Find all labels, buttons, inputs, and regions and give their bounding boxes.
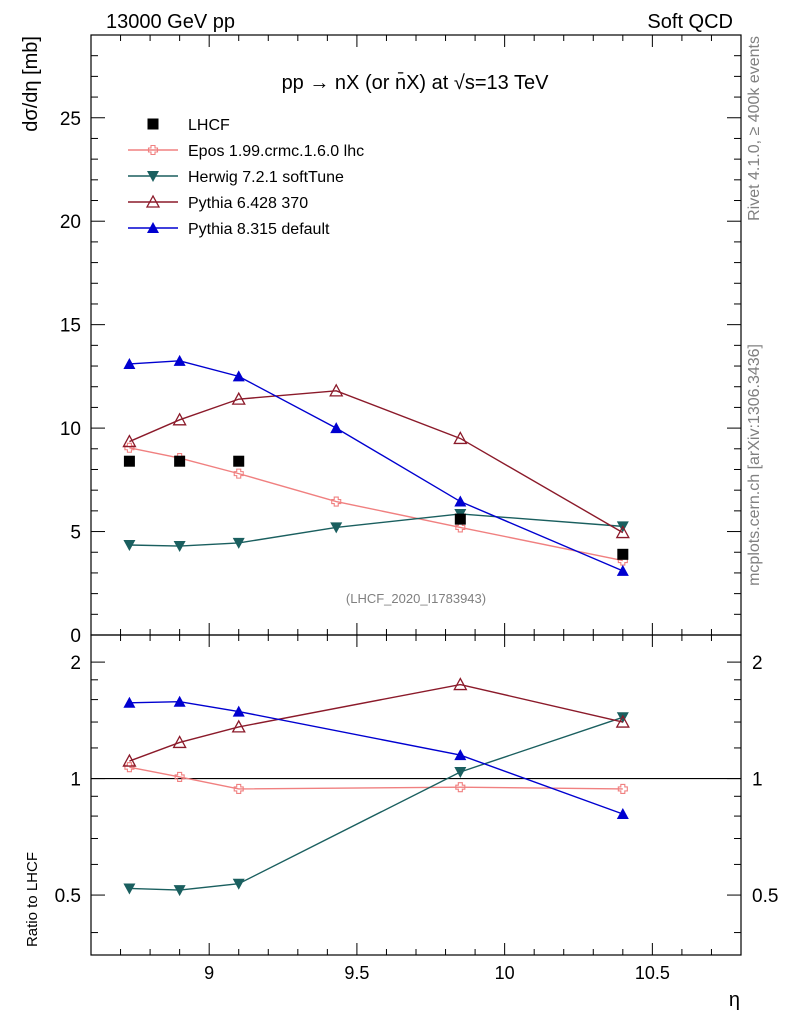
series-2-point (172, 412, 187, 426)
x-tick-label: 9 (204, 963, 214, 983)
lhcf-data-point (174, 455, 186, 467)
ratio-series-0-point (124, 762, 135, 773)
lhcf-data-point (617, 548, 629, 560)
header-left-label: 13000 GeV pp (106, 11, 235, 33)
lhcf-data-point (233, 455, 245, 467)
series-0-point (455, 522, 466, 533)
mcplots-label: mcplots.cern.ch [arXiv:1306.3436] (746, 344, 763, 586)
x-axis-title: η (729, 989, 740, 1011)
ratio-series-0-line (129, 766, 623, 790)
series-1-point (232, 537, 245, 549)
legend-marker (147, 171, 159, 182)
ratio-series-3-point (454, 749, 467, 761)
series-3-point (123, 357, 136, 369)
y-tick-label: 10 (60, 419, 81, 440)
legend-entry: Herwig 7.2.1 softTune (128, 169, 344, 186)
series-1-point (330, 522, 343, 534)
ratio-series-0-point (233, 783, 244, 795)
legend-label: Pythia 8.315 default (188, 221, 330, 238)
legend-label: LHCF (188, 117, 230, 134)
ratio-series-0-point (174, 771, 185, 782)
legend-entry: LHCF (147, 117, 230, 134)
y-tick-label: 25 (60, 109, 81, 130)
x-tick-label: 10 (495, 963, 515, 983)
series-3-point (454, 495, 467, 507)
series-0-point (331, 496, 342, 507)
ratio-y-tick-label-right: 0.5 (752, 886, 778, 907)
ratio-series-1-point (454, 766, 467, 778)
analysis-tag: (LHCF_2020_I1783943) (346, 591, 486, 606)
legend-marker (147, 118, 159, 130)
chart-title: pp → nX (or n̄X) at √s=13 TeV (282, 71, 550, 94)
y-axis-title: dσ/dη [mb] (20, 36, 42, 132)
series-2-point (329, 383, 344, 397)
ratio-series-1-point (232, 878, 245, 890)
ratio-y-tick-label: 1 (70, 770, 81, 791)
ratio-series-2-point (122, 753, 137, 767)
legend-marker (147, 222, 159, 233)
legend-entry: Pythia 8.315 default (128, 221, 330, 238)
series-3-point (330, 422, 343, 434)
x-tick-label: 10.5 (635, 963, 670, 983)
series-0-point (124, 442, 135, 453)
y-tick-label: 15 (60, 316, 81, 337)
ratio-y-tick-label-right: 2 (752, 653, 763, 674)
legend-label: Pythia 6.428 370 (188, 195, 308, 212)
ratio-series-0-point (617, 783, 628, 795)
ratio-y-tick-label-right: 1 (752, 770, 763, 791)
ratio-y-tick-label: 0.5 (55, 886, 81, 907)
ratio-series-2-point (453, 677, 468, 691)
lhcf-data-point (454, 513, 466, 525)
series-2-line (129, 390, 624, 534)
ratio-series-2-line (129, 683, 623, 762)
legend-label: Herwig 7.2.1 softTune (188, 169, 344, 186)
series-2-point (453, 431, 468, 445)
ratio-series-3-line (129, 701, 624, 815)
ratio-series-3-point (616, 807, 629, 819)
ratio-series-2-point (231, 719, 246, 733)
x-tick-label: 9.5 (344, 963, 369, 983)
legend-label: Epos 1.99.crmc.1.6.0 lhc (188, 143, 364, 160)
series-3-point (173, 354, 186, 366)
legend-entry: Pythia 6.428 370 (128, 194, 308, 212)
header-right-label: Soft QCD (647, 11, 733, 33)
legend-marker (147, 144, 159, 156)
ratio-series-1-point (173, 885, 186, 897)
ratio-y-axis-title: Ratio to LHCF (24, 852, 41, 947)
ratio-y-tick-label: 2 (70, 653, 81, 674)
ratio-series-3-point (173, 695, 186, 707)
series-3-line (129, 360, 624, 572)
series-2-point (231, 391, 246, 405)
ratio-series-0-point (455, 782, 466, 793)
series-2-point (122, 434, 137, 448)
ratio-series-3-point (232, 705, 245, 717)
series-3-point (232, 370, 245, 382)
series-3-point (616, 564, 629, 576)
series-1-line (129, 513, 623, 547)
series-1-point (173, 541, 186, 553)
series-0-line (129, 447, 623, 562)
ratio-series-3-point (123, 696, 136, 708)
legend-marker (145, 194, 161, 208)
series-1-point (123, 540, 136, 551)
series-2-point (615, 525, 630, 539)
ratio-series-2-point (615, 714, 630, 728)
rivet-label: Rivet 4.1.0, ≥ 400k events (746, 36, 763, 221)
ratio-series-1-point (123, 883, 136, 895)
ratio-series-1-point (616, 712, 629, 724)
lhcf-data-point (123, 455, 135, 467)
y-tick-label: 0 (70, 626, 81, 647)
series-0-point (233, 468, 244, 479)
ratio-series-2-point (172, 735, 187, 749)
ratio-series-1-line (129, 716, 624, 891)
y-tick-label: 5 (70, 523, 81, 544)
y-tick-label: 20 (60, 212, 81, 233)
legend-entry: Epos 1.99.crmc.1.6.0 lhc (128, 143, 364, 160)
